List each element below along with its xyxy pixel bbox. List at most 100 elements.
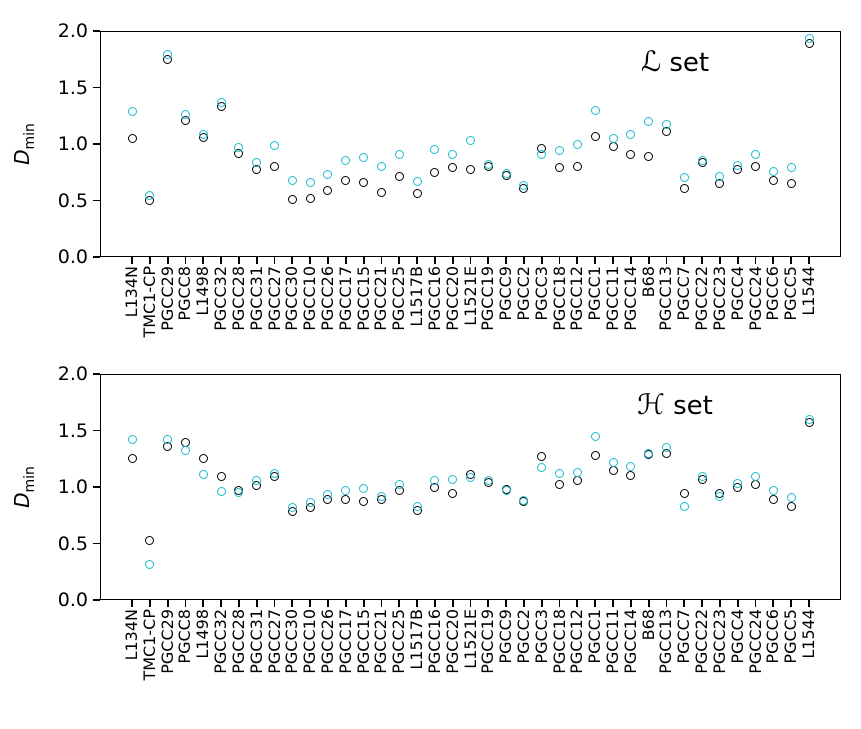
panel-set-label: ℋ set bbox=[595, 388, 755, 421]
x-tick bbox=[131, 257, 133, 264]
data-point-cyan bbox=[786, 163, 796, 173]
data-point-cyan bbox=[519, 181, 529, 191]
x-tick bbox=[380, 257, 383, 264]
x-tick bbox=[362, 257, 365, 264]
y-tick bbox=[93, 599, 100, 601]
data-point-cyan bbox=[572, 467, 582, 477]
x-tick-label: PGCC16 bbox=[424, 609, 444, 674]
x-tick-label: L1521E bbox=[460, 609, 480, 669]
x-tick bbox=[380, 600, 383, 607]
data-point-black bbox=[341, 494, 351, 504]
data-point-cyan bbox=[697, 156, 707, 166]
data-point-cyan bbox=[252, 475, 262, 485]
data-point-black bbox=[305, 193, 315, 203]
set-letter: ℒ bbox=[640, 45, 662, 78]
x-tick bbox=[237, 600, 240, 607]
data-point-cyan bbox=[661, 442, 671, 452]
data-point-cyan bbox=[394, 480, 404, 490]
data-point-cyan bbox=[252, 157, 262, 167]
x-tick bbox=[576, 257, 579, 264]
data-point-black bbox=[430, 167, 440, 177]
data-point-cyan bbox=[608, 457, 618, 467]
x-tick-label: PGCC12 bbox=[567, 609, 587, 674]
data-point-cyan bbox=[430, 145, 440, 155]
y-tick bbox=[93, 256, 100, 258]
x-tick bbox=[309, 257, 312, 264]
x-tick bbox=[469, 257, 472, 264]
x-tick bbox=[540, 600, 543, 607]
x-tick bbox=[166, 600, 169, 607]
data-point-black bbox=[270, 162, 280, 172]
data-point-cyan bbox=[590, 105, 600, 115]
data-point-black bbox=[394, 172, 404, 182]
panel-set-label: ℒ set bbox=[595, 45, 755, 78]
data-point-cyan bbox=[768, 485, 778, 495]
x-tick-label: L1517B bbox=[407, 609, 427, 670]
x-tick bbox=[416, 600, 418, 607]
x-tick-label: PGCC26 bbox=[317, 609, 337, 674]
data-point-black bbox=[359, 497, 369, 507]
x-tick bbox=[576, 600, 579, 607]
data-point-black bbox=[555, 480, 565, 490]
data-point-black bbox=[359, 177, 369, 187]
data-point-cyan bbox=[323, 490, 333, 500]
x-tick-label: PGCC27 bbox=[264, 609, 284, 674]
data-point-black bbox=[679, 489, 689, 499]
y-tick bbox=[93, 542, 100, 545]
x-tick-label: PGCC6 bbox=[763, 609, 783, 664]
data-point-black bbox=[786, 179, 796, 189]
data-point-cyan bbox=[537, 149, 547, 159]
data-point-cyan bbox=[626, 130, 636, 140]
data-point-cyan bbox=[786, 492, 796, 502]
data-point-cyan bbox=[483, 159, 493, 169]
x-tick bbox=[683, 257, 686, 264]
x-tick-label: PGCC29 bbox=[157, 609, 177, 674]
data-point-cyan bbox=[412, 501, 422, 511]
x-tick bbox=[505, 600, 508, 607]
x-tick-label: PGCC13 bbox=[656, 609, 676, 674]
x-tick bbox=[291, 600, 294, 607]
set-letter: ℋ bbox=[637, 388, 665, 421]
x-tick bbox=[433, 257, 436, 264]
x-tick bbox=[487, 257, 490, 264]
data-point-cyan bbox=[216, 487, 226, 497]
x-tick bbox=[594, 600, 597, 607]
x-tick bbox=[291, 257, 294, 264]
x-tick-label: TMC1-CP bbox=[139, 609, 159, 681]
data-point-black bbox=[216, 472, 226, 482]
x-tick-label: L1544 bbox=[799, 609, 818, 659]
x-tick-label: PGCC10 bbox=[300, 609, 320, 674]
x-tick bbox=[772, 600, 775, 607]
x-tick bbox=[416, 257, 418, 264]
data-point-cyan bbox=[466, 473, 475, 483]
data-point-cyan bbox=[376, 491, 386, 501]
x-tick bbox=[754, 257, 757, 264]
data-point-cyan bbox=[715, 491, 725, 501]
x-tick-label: B68 bbox=[638, 609, 658, 641]
x-tick bbox=[594, 257, 597, 264]
x-tick-label: PGCC31 bbox=[246, 609, 266, 674]
data-point-cyan bbox=[287, 175, 297, 185]
data-point-cyan bbox=[145, 191, 155, 201]
data-point-black bbox=[537, 451, 547, 461]
x-tick bbox=[647, 257, 650, 264]
data-point-cyan bbox=[572, 139, 582, 149]
data-point-cyan bbox=[127, 435, 137, 445]
data-point-cyan bbox=[145, 560, 155, 570]
x-tick bbox=[327, 600, 329, 607]
x-tick-label: PGCC24 bbox=[745, 609, 765, 674]
x-tick bbox=[665, 257, 668, 264]
data-point-cyan bbox=[323, 170, 333, 179]
x-tick bbox=[629, 257, 632, 264]
plot-area-border bbox=[100, 374, 841, 600]
data-point-black bbox=[448, 163, 458, 173]
data-point-cyan bbox=[234, 488, 244, 498]
y-tick-label: 1.0 bbox=[57, 476, 88, 498]
x-tick bbox=[808, 257, 810, 264]
x-tick bbox=[612, 600, 614, 607]
y-axis-label: Dmin bbox=[10, 466, 38, 508]
x-tick bbox=[772, 257, 775, 264]
data-point-cyan bbox=[448, 149, 458, 159]
x-tick-label: PGCC7 bbox=[674, 609, 694, 664]
data-point-cyan bbox=[180, 446, 190, 456]
